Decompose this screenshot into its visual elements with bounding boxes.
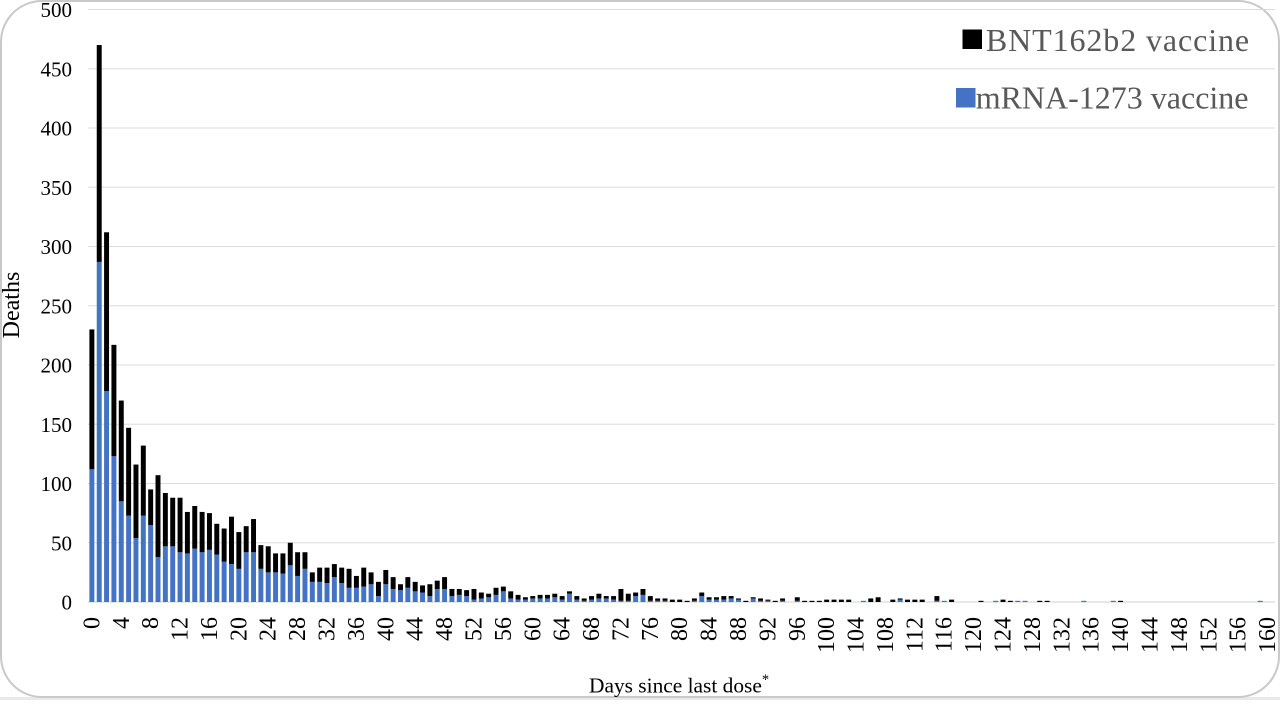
svg-text:100: 100	[814, 617, 840, 653]
svg-text:96: 96	[785, 617, 811, 641]
svg-text:0: 0	[62, 591, 73, 615]
svg-text:72: 72	[608, 617, 634, 641]
svg-text:132: 132	[1049, 617, 1075, 653]
svg-text:140: 140	[1108, 617, 1134, 653]
svg-text:400: 400	[41, 117, 73, 141]
svg-text:450: 450	[41, 57, 73, 81]
svg-text:0: 0	[79, 617, 105, 629]
svg-text:4: 4	[109, 617, 135, 629]
svg-text:76: 76	[638, 617, 664, 641]
svg-text:160: 160	[1255, 617, 1280, 653]
svg-text:48: 48	[432, 617, 458, 641]
svg-text:60: 60	[520, 617, 546, 641]
svg-text:40: 40	[373, 617, 399, 641]
svg-text:124: 124	[991, 617, 1017, 653]
svg-text:350: 350	[41, 176, 73, 200]
svg-text:500: 500	[41, 0, 73, 22]
svg-text:24: 24	[256, 617, 282, 641]
svg-text:104: 104	[844, 617, 870, 653]
svg-text:128: 128	[1020, 617, 1046, 653]
svg-text:250: 250	[41, 294, 73, 318]
svg-text:8: 8	[138, 617, 164, 629]
svg-text:68: 68	[579, 617, 605, 641]
svg-text:120: 120	[961, 617, 987, 653]
svg-text:28: 28	[285, 617, 311, 641]
svg-text:112: 112	[902, 617, 928, 652]
svg-text:16: 16	[197, 617, 223, 641]
svg-text:80: 80	[667, 617, 693, 641]
svg-text:148: 148	[1167, 617, 1193, 653]
svg-text:12: 12	[168, 617, 194, 641]
svg-text:Days since last dose*: Days since last dose*	[589, 672, 769, 698]
svg-text:BNT162b2 vaccine: BNT162b2 vaccine	[986, 22, 1250, 58]
svg-text:32: 32	[315, 617, 341, 641]
svg-text:136: 136	[1079, 617, 1105, 653]
svg-text:50: 50	[51, 531, 72, 555]
svg-text:300: 300	[41, 235, 73, 259]
svg-text:64: 64	[550, 617, 576, 641]
svg-text:44: 44	[403, 617, 429, 641]
svg-text:144: 144	[1137, 617, 1163, 653]
svg-text:88: 88	[726, 617, 752, 641]
svg-text:150: 150	[41, 413, 73, 437]
svg-text:20: 20	[226, 617, 252, 641]
svg-text:200: 200	[41, 354, 73, 378]
svg-text:108: 108	[873, 617, 899, 653]
svg-text:100: 100	[41, 472, 73, 496]
svg-text:36: 36	[344, 617, 370, 641]
svg-text:56: 56	[491, 617, 517, 641]
svg-text:Deaths: Deaths	[0, 272, 25, 339]
svg-text:52: 52	[461, 617, 487, 641]
svg-text:156: 156	[1226, 617, 1252, 653]
svg-text:mRNA-1273 vaccine: mRNA-1273 vaccine	[976, 80, 1249, 116]
svg-text:84: 84	[697, 617, 723, 641]
svg-text:116: 116	[932, 617, 958, 652]
svg-text:152: 152	[1196, 617, 1222, 653]
svg-text:92: 92	[755, 617, 781, 641]
